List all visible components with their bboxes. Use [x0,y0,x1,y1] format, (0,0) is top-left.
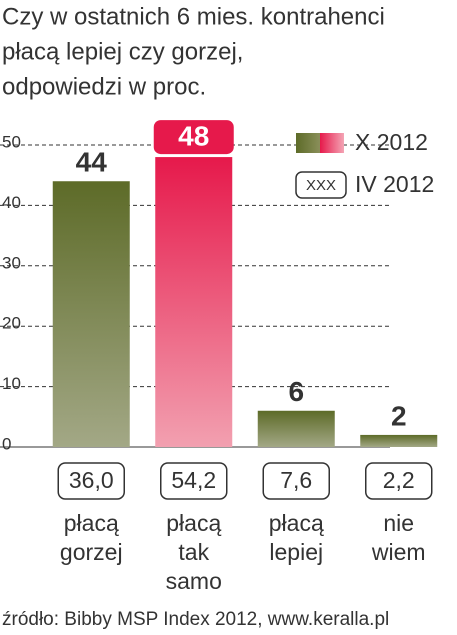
x-tick-label-line: płacą [166,510,221,536]
legend-swatch [296,133,344,153]
x-tick-label-line: lepiej [269,539,323,565]
x-tick-label: płacą gorzej [60,510,123,565]
previous-value-label: 36,0 [69,467,114,493]
x-tick-label-line: tak [178,539,209,565]
y-tick-label: 0 [2,434,11,453]
previous-value-box [365,462,433,500]
title-line: Czy w ostatnich 6 mies. kontrahenci [2,3,385,30]
bar [52,181,130,448]
value-label: 6 [288,376,304,407]
previous-value-label: 54,2 [171,467,216,493]
x-tick-label-line: nie [383,510,414,536]
x-tick-label-line: płacą [269,510,324,536]
value-label-box [153,120,234,155]
y-tick-label: 40 [2,193,21,212]
y-tick-label: 20 [2,314,21,333]
previous-value-label: 2,2 [383,467,415,493]
previous-value-label: 7,6 [280,467,312,493]
source: źródło: Bibby MSP Index 2012, www.kerall… [2,609,389,630]
y-tick-label: 50 [2,132,21,151]
x-tick-label-line: wiem [371,539,426,565]
y-tick-label: 30 [2,253,21,272]
bar [360,434,438,447]
bar [257,410,335,447]
x-tick-label-line: płacą [64,510,119,536]
x-tick-label-line: samo [166,568,222,594]
title-line: odpowiedzi w proc. [2,73,206,100]
value-label: 48 [178,120,209,151]
legend-label: X 2012 [355,129,428,155]
bar [155,157,233,447]
previous-value-box [262,462,330,500]
previous-value-box [57,462,125,500]
x-tick-label: płacą tak samo [166,510,222,594]
value-label: 44 [76,147,108,178]
previous-value-box [160,462,228,500]
legend-label: IV 2012 [355,171,434,197]
x-tick-label-line: gorzej [60,539,123,565]
legend-sample: XXX [306,177,336,194]
title-line: płacą lepiej czy gorzej, [2,38,243,65]
x-tick-label: płacą lepiej [269,510,324,565]
legend-swatch [295,171,347,199]
value-label: 2 [391,400,407,431]
y-tick-label: 10 [2,374,21,393]
x-tick-label: nie wiem [371,510,426,565]
